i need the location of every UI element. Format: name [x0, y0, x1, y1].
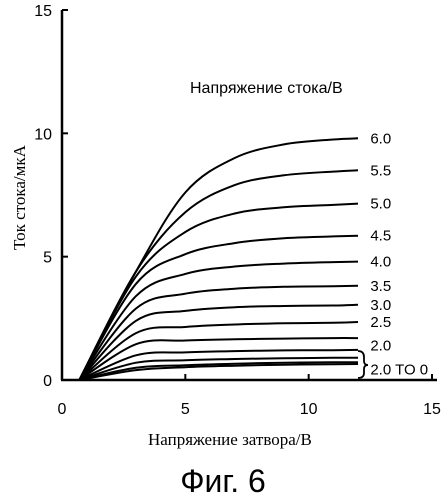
curve-label: 2.0 TO 0 — [370, 362, 428, 379]
figure-caption: Фиг. 6 — [180, 463, 266, 499]
x-axis-title: Напряжение затвора/В — [148, 430, 312, 449]
curve-line — [79, 170, 358, 380]
curve-label: 2.0 — [370, 337, 391, 354]
y-tick-label: 10 — [34, 126, 52, 143]
x-tick-label: 0 — [58, 401, 67, 418]
y-tick-label: 0 — [43, 373, 52, 390]
curve-label: 4.5 — [370, 228, 391, 245]
curve-label: 6.0 — [370, 130, 391, 147]
y-tick-label: 5 — [43, 250, 52, 267]
y-tick-label: 15 — [34, 3, 52, 20]
legend-title: Напряжение стока/В — [190, 80, 343, 97]
curve-label: 3.5 — [370, 278, 391, 295]
curve-label: 4.0 — [370, 254, 391, 271]
x-tick-label: 15 — [423, 401, 441, 418]
y-axis-title: Ток стока/мкА — [10, 144, 29, 250]
curve-label: 3.0 — [370, 297, 391, 314]
x-tick-label: 10 — [300, 401, 318, 418]
x-tick-label: 5 — [181, 401, 190, 418]
curve-labels: 6.0 5.5 5.0 4.5 4.0 3.5 3.02.5 2.0 2.0 TO 0 — [370, 130, 428, 378]
curves — [79, 138, 358, 380]
curve-label: 2.5 — [370, 314, 391, 331]
curve-label: 5.0 — [370, 196, 391, 213]
low-curves-brace — [358, 351, 368, 378]
curve-label: 5.5 — [370, 162, 391, 179]
curve-line — [79, 204, 358, 380]
